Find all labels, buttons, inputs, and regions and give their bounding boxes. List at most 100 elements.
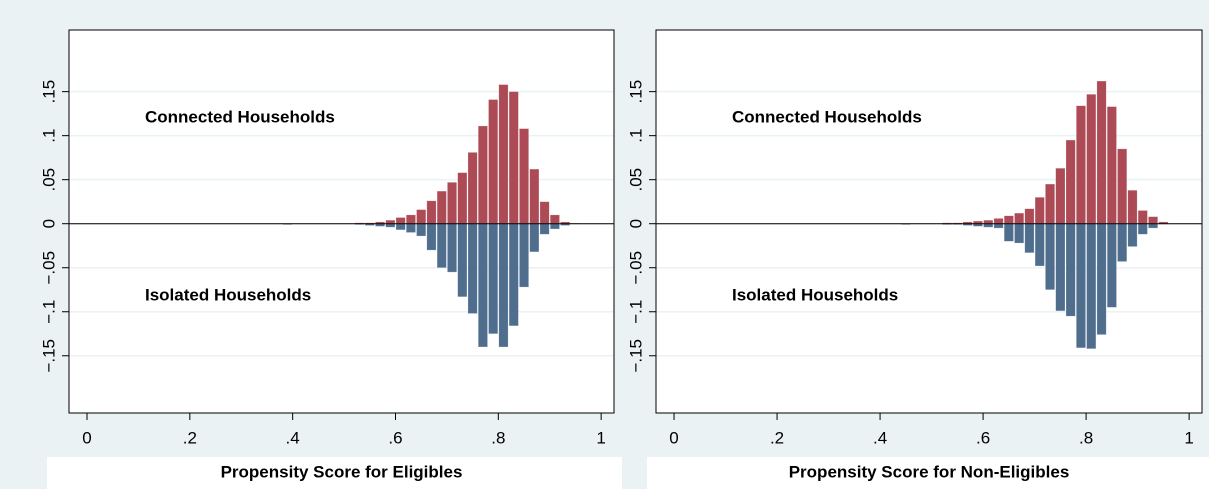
series-label: Connected Households (732, 107, 922, 126)
x-tick-label: .6 (976, 428, 990, 447)
bar (416, 209, 427, 225)
bar (1024, 208, 1035, 225)
bar (477, 125, 488, 225)
bar (405, 223, 416, 233)
bar (529, 168, 540, 225)
bar (1014, 212, 1025, 225)
bar (467, 152, 478, 225)
bar (1045, 183, 1055, 225)
bar (447, 223, 457, 273)
bar (467, 223, 478, 314)
x-tick-label: 0 (82, 428, 91, 447)
bar (395, 223, 406, 231)
bar (1065, 223, 1076, 317)
series-label: Isolated Households (145, 285, 311, 304)
bar (1106, 106, 1117, 225)
bar (426, 223, 437, 251)
bar (549, 223, 560, 230)
y-tick-label: .05 (626, 168, 645, 192)
bar (426, 200, 437, 225)
bar (1014, 223, 1025, 244)
bar (519, 223, 529, 288)
y-tick-label: −.15 (626, 339, 645, 373)
x-tick-label: .8 (1079, 428, 1093, 447)
bar (549, 214, 560, 225)
bar (416, 223, 427, 237)
bar (1148, 223, 1159, 229)
bar (395, 217, 406, 225)
bar (1076, 105, 1086, 225)
y-tick-label: −.05 (626, 251, 645, 285)
bar (508, 91, 519, 225)
x-label-strip (47, 457, 622, 489)
bar (993, 223, 1004, 229)
y-tick-label: −.15 (39, 339, 58, 373)
x-tick-label: .4 (286, 428, 300, 447)
bar (457, 172, 468, 225)
bar (1096, 223, 1107, 335)
bar (529, 223, 540, 253)
bar (1024, 223, 1035, 254)
bar (436, 223, 447, 269)
x-axis-label: Propensity Score for Non-Eligibles (789, 462, 1070, 481)
bar (1127, 223, 1138, 247)
bar (539, 223, 550, 235)
y-tick-label: −.05 (39, 251, 58, 285)
x-tick-label: 1 (1184, 428, 1193, 447)
bar (1034, 223, 1045, 267)
bar (488, 223, 499, 335)
bar (1137, 223, 1148, 235)
y-tick-label: .05 (39, 168, 58, 192)
bar (1034, 196, 1045, 225)
bar (385, 223, 396, 228)
series-label: Isolated Households (732, 285, 898, 304)
x-tick-label: .8 (491, 428, 505, 447)
bar (498, 84, 509, 225)
series-label: Connected Households (145, 107, 335, 126)
x-tick-label: 0 (669, 428, 678, 447)
x-tick-label: .4 (873, 428, 887, 447)
y-tick-label: −.1 (39, 300, 58, 324)
bar (983, 223, 994, 228)
bar (1117, 148, 1128, 225)
bar (1055, 167, 1066, 225)
bar (519, 128, 529, 225)
bar (1003, 223, 1014, 242)
x-tick-label: .6 (388, 428, 402, 447)
bar (1086, 223, 1097, 350)
bar (1148, 216, 1159, 225)
bar (1117, 223, 1128, 262)
bar (983, 219, 994, 225)
y-tick-label: .1 (626, 129, 645, 143)
bar (1065, 139, 1076, 225)
x-label-strip (647, 457, 1209, 489)
bar (488, 99, 499, 225)
bar (436, 190, 447, 225)
x-axis-label: Propensity Score for Eligibles (221, 462, 463, 481)
bar (508, 223, 519, 327)
bar (539, 201, 550, 225)
y-tick-label: 0 (39, 219, 58, 228)
x-tick-label: .2 (183, 428, 197, 447)
plot-frame (655, 29, 1203, 414)
y-tick-label: .15 (626, 80, 645, 104)
bar (1127, 189, 1138, 225)
y-tick-label: −.1 (626, 300, 645, 324)
x-tick-label: 1 (596, 428, 605, 447)
bar (457, 223, 468, 298)
y-tick-label: 0 (626, 219, 645, 228)
bar (1137, 210, 1148, 225)
y-tick-label: .15 (39, 80, 58, 104)
bar (1045, 223, 1055, 291)
bar (1086, 93, 1097, 225)
bar (1055, 223, 1066, 312)
bar (385, 219, 396, 225)
bar (1096, 80, 1107, 225)
bar (1003, 215, 1014, 225)
bar (1106, 223, 1117, 308)
bar (1076, 223, 1086, 349)
bar (447, 182, 457, 225)
y-tick-label: .1 (39, 129, 58, 143)
bar (498, 223, 509, 348)
